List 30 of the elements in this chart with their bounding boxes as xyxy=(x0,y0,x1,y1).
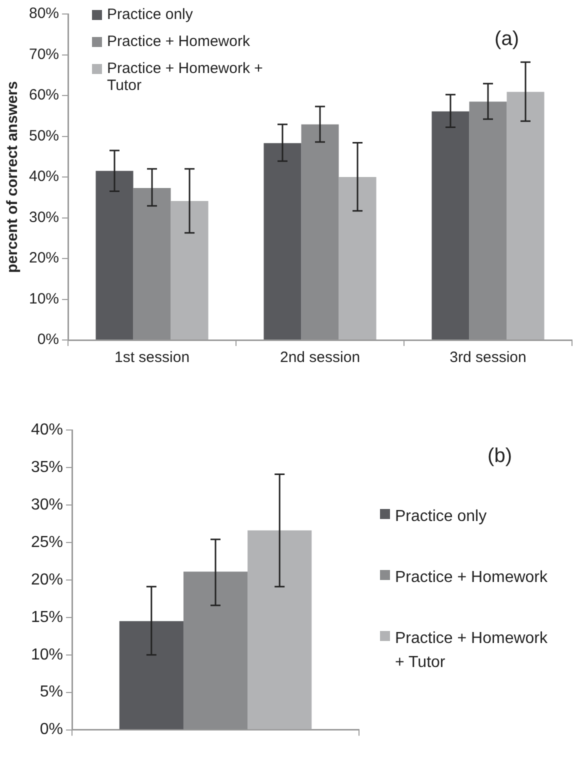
legend-label: Practice + Homework xyxy=(395,568,548,588)
legend-label: Practice only xyxy=(107,6,193,23)
y-tick-label: 40% xyxy=(30,421,64,438)
y-tick-label: 60% xyxy=(28,86,60,104)
y-tick-label: 0% xyxy=(37,331,60,348)
legend-label: Practice + Homework xyxy=(107,33,250,50)
x-tick-label: 1st session xyxy=(114,349,190,366)
y-tick-label: 10% xyxy=(28,290,60,308)
x-tick-label: 2nd session xyxy=(280,349,360,366)
y-tick-label: 70% xyxy=(28,46,60,63)
y-tick-label: 20% xyxy=(30,571,64,588)
x-tick-label: 3rd session xyxy=(450,349,526,366)
text: (b) xyxy=(488,445,512,468)
y-tick-label: 15% xyxy=(30,608,64,626)
y-tick-label: 30% xyxy=(30,496,64,514)
y-axis-title: percent of correct answers xyxy=(4,81,22,273)
y-tick-label: 40% xyxy=(28,168,60,186)
y-tick-label: 30% xyxy=(28,208,60,226)
legend-label: Practice + Homework + Tutor xyxy=(107,60,264,94)
legend-label: Practice only xyxy=(395,507,487,527)
y-tick-label: 20% xyxy=(28,250,60,267)
y-tick-label: 35% xyxy=(30,458,64,476)
y-tick-label: 5% xyxy=(40,684,64,701)
y-tick-label: 0% xyxy=(40,721,64,738)
y-tick-label: 80% xyxy=(28,5,60,22)
y-tick-label: 50% xyxy=(28,127,60,144)
y-tick-label: 25% xyxy=(30,534,64,551)
legend-label: Practice + Homework + Tutor xyxy=(395,629,548,673)
y-tick-label: 10% xyxy=(30,646,64,664)
annotation: (a) xyxy=(494,28,519,51)
